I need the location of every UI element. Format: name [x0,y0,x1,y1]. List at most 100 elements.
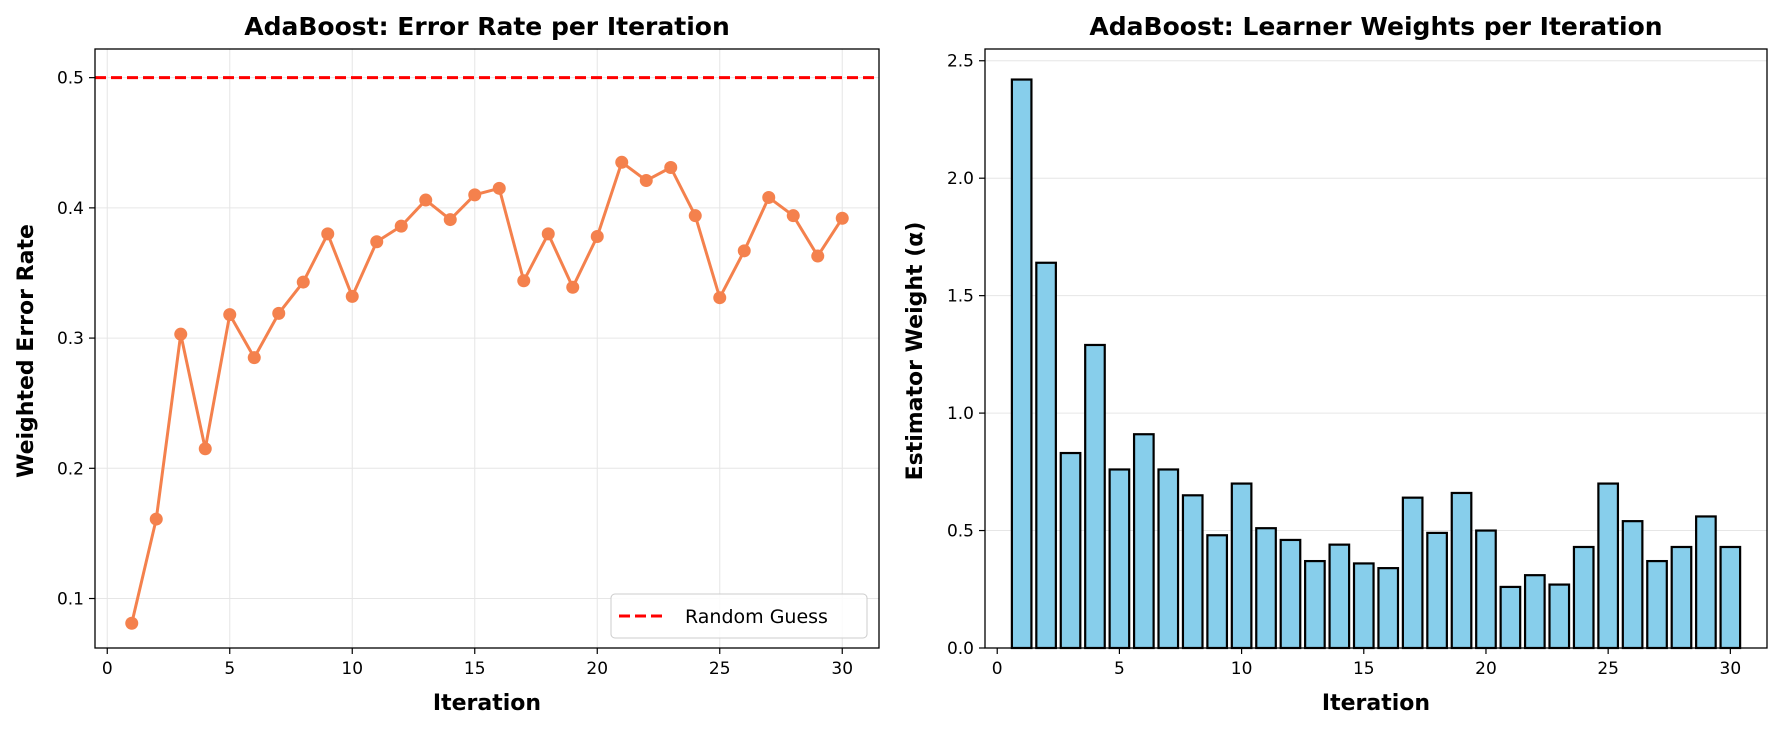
y-tick-label: 1.5 [947,287,974,307]
bar [1523,574,1546,650]
bar [1475,529,1497,650]
y-tick-label: 0.3 [57,329,84,349]
data-point [125,616,139,630]
bar [1621,520,1644,650]
data-point [296,275,310,289]
legend-label: Random Guess [685,606,828,628]
bar [1426,531,1448,650]
y-axis-label: Weighted Error Rate [14,224,39,478]
bar [1572,545,1595,650]
data-point [615,155,629,169]
bar [1328,543,1351,650]
y-tick-label: 0.0 [947,639,974,659]
plot-frame [984,48,1768,649]
bar [1450,491,1473,650]
bar [1670,545,1693,650]
x-tick-label: 20 [1475,659,1497,679]
data-point [247,351,261,365]
bar [1352,562,1375,650]
data-point [321,227,335,241]
learner-weights-chart: AdaBoost: Learner Weights per Iteration … [903,12,1768,716]
data-point [468,188,482,202]
data-point [590,230,604,244]
bar [1719,545,1742,650]
y-tick-label: 2.5 [947,52,974,72]
data-point [713,291,727,305]
bar [1230,482,1253,650]
y-tick-label: 0.4 [57,199,84,219]
data-point [688,209,702,223]
data-point [149,512,163,526]
y-tick-label: 0.5 [57,69,84,89]
series [125,155,849,630]
x-ticks: 0 5 10 15 20 25 30 [102,648,853,679]
bar [1304,559,1326,650]
x-tick-label: 10 [1231,659,1253,679]
y-tick-label: 1.0 [947,404,974,424]
bar [1255,527,1277,650]
data-point [394,219,408,233]
chart-title: AdaBoost: Error Rate per Iteration [244,12,730,41]
y-tick-label: 0.5 [947,522,974,542]
data-point [419,193,433,207]
data-point [762,190,776,204]
bar [1059,451,1082,650]
data-point [370,235,384,249]
chart-title: AdaBoost: Learner Weights per Iteration [1089,12,1662,41]
bar [1401,496,1424,650]
bar [1108,468,1131,650]
bar [1499,585,1522,650]
x-ticks: 0 5 10 15 20 25 30 [992,648,1741,679]
y-axis-label: Estimator Weight (α) [903,222,928,481]
y-ticks: 0.0 0.5 1.0 1.5 2.0 2.5 [947,52,985,659]
legend-box [610,593,868,639]
plot-frame [94,48,880,649]
data-point [174,327,188,341]
data-point [541,227,555,241]
data-point [198,442,212,456]
data-point [223,308,237,322]
grid [95,49,879,648]
x-tick-label: 10 [341,659,363,679]
x-axis-label: Iteration [1322,691,1430,716]
x-axis-label: Iteration [433,691,541,716]
bar [1010,78,1033,650]
x-tick-label: 25 [1597,659,1619,679]
x-tick-label: 5 [1114,659,1125,679]
data-point [786,209,800,223]
y-ticks: 0.1 0.2 0.3 0.4 0.5 [57,69,95,610]
data-point [345,289,359,303]
x-tick-label: 20 [586,659,608,679]
bar [1597,482,1620,650]
data-point [664,160,678,174]
data-point [737,244,751,258]
data-point [639,174,653,188]
bar [1181,494,1204,650]
bar [1377,567,1400,650]
x-tick-label: 0 [102,659,113,679]
x-tick-label: 5 [224,659,235,679]
x-tick-label: 30 [1720,659,1742,679]
bar [1206,534,1229,650]
error-rate-chart: AdaBoost: Error Rate per Iteration Itera… [14,12,880,716]
bar [1157,468,1180,650]
x-tick-label: 15 [464,659,486,679]
legend: Random Guess [610,593,868,639]
y-tick-label: 2.0 [947,169,974,189]
x-tick-label: 15 [1353,659,1375,679]
y-tick-label: 0.2 [57,459,84,479]
data-point [272,306,286,320]
data-point [566,280,580,294]
series-line [130,160,844,624]
bar [1035,261,1057,650]
y-tick-label: 0.1 [57,590,84,610]
data-point [811,249,825,263]
x-tick-label: 30 [831,659,853,679]
x-tick-label: 25 [709,659,731,679]
bar [1132,433,1155,650]
x-tick-label: 0 [992,659,1003,679]
bars [1010,78,1742,650]
data-point [492,181,506,195]
data-point [835,211,849,225]
